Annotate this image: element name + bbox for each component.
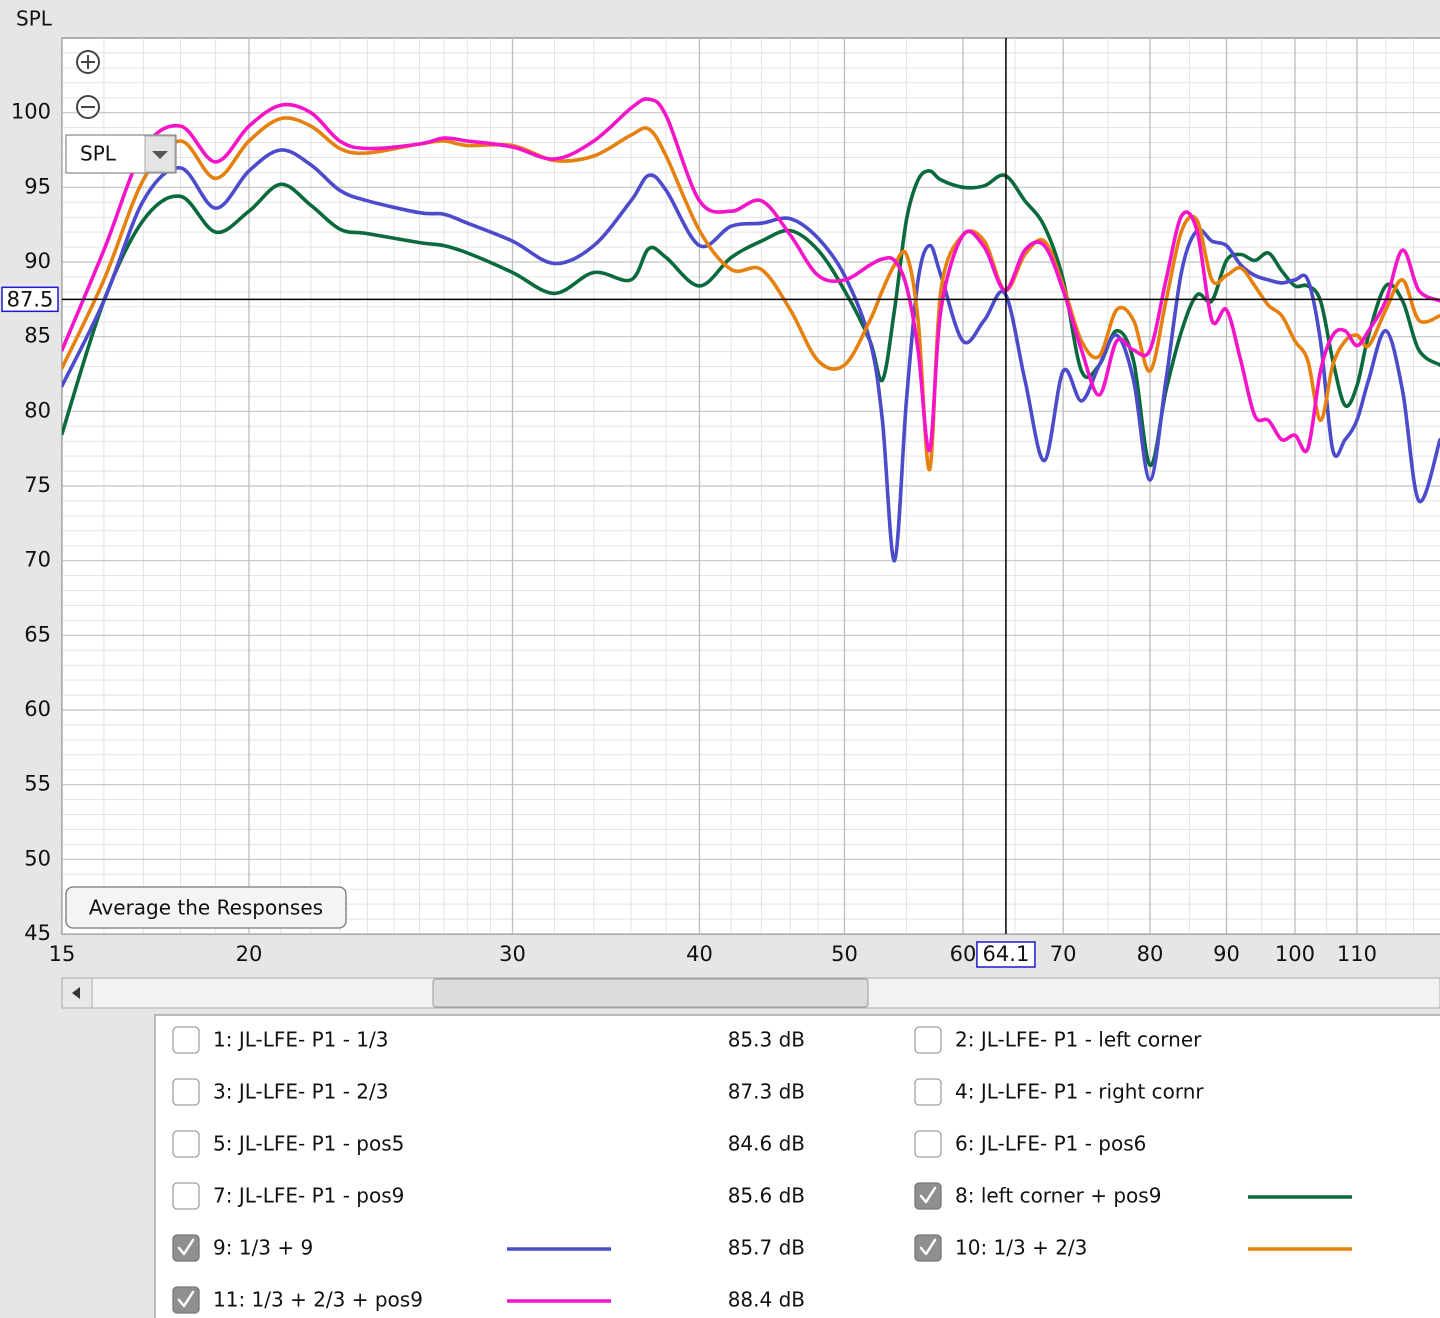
legend-level: 85.7 dB xyxy=(728,1236,805,1260)
y-tick-label: 95 xyxy=(24,174,51,198)
legend-label: 3: JL-LFE- P1 - 2/3 xyxy=(213,1080,389,1104)
zoom-out[interactable] xyxy=(76,95,100,119)
dropdown[interactable]: SPL xyxy=(65,134,177,174)
button-label: Average the Responses xyxy=(89,896,323,920)
legend-label: 7: JL-LFE- P1 - pos9 xyxy=(213,1184,404,1208)
checkbox[interactable] xyxy=(172,1234,200,1262)
legend-panel xyxy=(154,1014,1440,1318)
cursor-x-box xyxy=(976,941,1036,968)
checkmark xyxy=(919,1186,937,1204)
checkmark xyxy=(919,1238,937,1256)
legend-label: 11: 1/3 + 2/3 + pos9 xyxy=(213,1288,423,1312)
legend-level: 84.6 dB xyxy=(728,1132,805,1156)
legend-level: 88.4 dB xyxy=(728,1288,805,1312)
x-tick-label: 60 xyxy=(950,942,977,966)
scrollbar[interactable] xyxy=(61,977,1440,1009)
legend-label: 6: JL-LFE- P1 - pos6 xyxy=(955,1132,1146,1156)
y-tick-label: 85 xyxy=(24,324,51,348)
y-tick-label: 45 xyxy=(24,921,51,945)
legend-label: 1: JL-LFE- P1 - 1/3 xyxy=(213,1028,389,1052)
checkbox[interactable] xyxy=(914,1182,942,1210)
x-tick-label: 70 xyxy=(1050,942,1077,966)
x-tick-label: 50 xyxy=(831,942,858,966)
checkbox[interactable] xyxy=(914,1078,942,1106)
cursor-y-box xyxy=(1,286,59,313)
y-tick-label: 80 xyxy=(24,398,51,422)
legend-label: 10: 1/3 + 2/3 xyxy=(955,1236,1087,1260)
checkbox[interactable] xyxy=(914,1130,942,1158)
grid xyxy=(62,38,1440,934)
x-tick-label: 20 xyxy=(236,942,263,966)
checkmark xyxy=(177,1290,195,1308)
x-tick-label: 80 xyxy=(1137,942,1164,966)
y-tick-label: 55 xyxy=(24,772,51,796)
legend-level: 85.6 dB xyxy=(728,1184,805,1208)
checkbox[interactable] xyxy=(172,1078,200,1106)
y-tick-label: 90 xyxy=(24,249,51,273)
legend: 1: JL-LFE- P1 - 1/3 85.3 dB 2: JL-LFE- P1 … xyxy=(172,1026,1352,1314)
axis-labels: 45 50 55 60 65 70 75 80 85 90 95 100 15 20 30 40 50 60 70 8… xyxy=(1,100,1377,968)
x-tick-label: 30 xyxy=(499,942,526,966)
checkbox[interactable] xyxy=(172,1182,200,1210)
x-tick-label: 15 xyxy=(49,942,76,966)
legend-label: 2: JL-LFE- P1 - left corner xyxy=(955,1028,1202,1052)
legend-level: 85.3 dB xyxy=(728,1028,805,1052)
y-tick-label: 75 xyxy=(24,473,51,497)
response-curve xyxy=(62,169,1440,467)
y-tick-label: 60 xyxy=(24,697,51,721)
x-tick-label: 100 xyxy=(1275,942,1315,966)
dropdown-text: SPL xyxy=(80,142,117,166)
curves xyxy=(62,38,1440,934)
y-tick-label: 100 xyxy=(11,100,51,124)
legend-label: 4: JL-LFE- P1 - right cornr xyxy=(955,1080,1204,1104)
legend-label: 9: 1/3 + 9 xyxy=(213,1236,313,1260)
y-tick-label: 65 xyxy=(24,622,51,646)
response-curve xyxy=(62,97,1440,454)
checkbox[interactable] xyxy=(172,1286,200,1314)
y-axis-label: SPL xyxy=(16,7,53,31)
legend-label: 5: JL-LFE- P1 - pos5 xyxy=(213,1132,404,1156)
cursor-x-label: 64.1 xyxy=(983,942,1030,966)
x-tick-label: 110 xyxy=(1337,942,1377,966)
checkmark xyxy=(177,1238,195,1256)
legend-level: 87.3 dB xyxy=(728,1080,805,1104)
x-tick-label: 40 xyxy=(686,942,713,966)
y-tick-label: 50 xyxy=(24,846,51,870)
checkbox[interactable] xyxy=(172,1026,200,1054)
checkbox[interactable] xyxy=(172,1130,200,1158)
legend-label: 8: left corner + pos9 xyxy=(955,1184,1161,1208)
x-tick-label: 90 xyxy=(1213,942,1240,966)
cursor-y-label: 87.5 xyxy=(7,287,54,311)
average-button[interactable]: Average the Responses xyxy=(65,886,347,929)
checkbox[interactable] xyxy=(914,1234,942,1262)
zoom-in[interactable] xyxy=(76,50,100,74)
checkbox[interactable] xyxy=(914,1026,942,1054)
y-tick-label: 70 xyxy=(24,548,51,572)
